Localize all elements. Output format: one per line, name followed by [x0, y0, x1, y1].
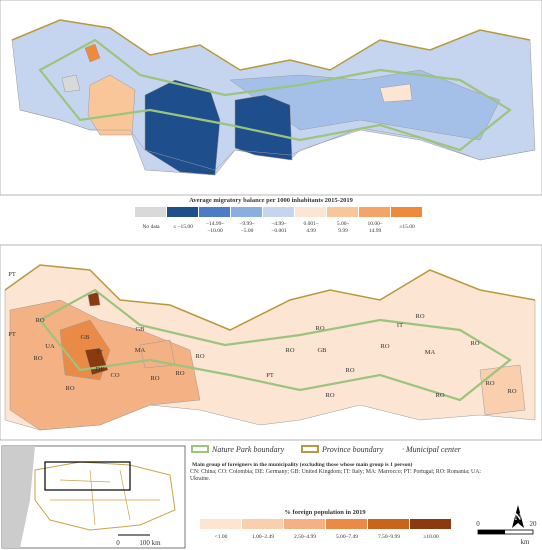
map-label: RO [175, 370, 184, 377]
map-label: RO [345, 367, 354, 374]
map-label: RO [507, 388, 516, 395]
scale-label: 0 [116, 539, 120, 547]
legend-swatch [242, 519, 283, 529]
legend-label: −14.99– −10.00 [206, 221, 224, 234]
map-label: RO [33, 355, 42, 362]
map-label: GB [80, 334, 90, 341]
map-label: PT [266, 372, 274, 379]
legend-swatch [263, 207, 294, 217]
legend-label: ≥10.00 [423, 534, 439, 540]
scale-bar: N 0 20 km [476, 505, 537, 546]
legend-swatch [359, 207, 390, 217]
legend-swatch [368, 519, 409, 529]
legend-label: 7.50–9.99 [378, 534, 400, 540]
legend-swatch [135, 207, 166, 217]
map-label: RO [65, 385, 74, 392]
line-legend: Nature Park boundary Province boundary ·… [191, 445, 462, 454]
map-label: RO [485, 380, 494, 387]
map-label: MA [135, 347, 146, 354]
legend-title: % foreign population in 2019 [284, 509, 366, 516]
legend-swatch [284, 519, 325, 529]
legend-label: −9.99– −5.00 [239, 221, 255, 234]
legend-swatch [295, 207, 326, 217]
map-label: CO [110, 372, 119, 379]
legend-label: 1.00–2.49 [252, 534, 274, 540]
bottom-legend: <1.00 1.00–2.49 2.50–4.99 5.00–7.49 7.50–9.9… [200, 519, 451, 540]
note-title: Main group of foreigners in the municipa… [192, 461, 412, 468]
scale-label: 0 [476, 520, 480, 528]
map-label: IT [97, 349, 103, 356]
legend-label: 5.00–7.49 [336, 534, 358, 540]
map-label: IT [397, 322, 403, 329]
legend-label: 10.00– 14.99 [367, 221, 382, 234]
map-label: RO [325, 392, 334, 399]
map-label: RO [195, 353, 204, 360]
legend-label: <1.00 [215, 534, 228, 540]
scale-label: 100 km [139, 539, 161, 547]
legend-label: −4.99– −0.001 [271, 221, 287, 234]
map-label: RO [150, 375, 159, 382]
map-label: PT [8, 271, 16, 278]
map-label: MA [425, 349, 436, 356]
scale-label: 20 [530, 520, 538, 528]
legend-swatch [199, 207, 230, 217]
map-label: UA [45, 343, 55, 350]
map-label: RO [470, 340, 479, 347]
map-label: RO [35, 317, 44, 324]
map-label: DE [96, 366, 105, 373]
legend-swatch [327, 207, 358, 217]
note-codes: CN: China; CO: Colombia; DE: Germany; GB… [190, 469, 482, 482]
legend-label: Nature Park boundary [211, 445, 285, 454]
scale-label: km [521, 538, 531, 546]
map-label: RO [415, 313, 424, 320]
legend-label: · Municipal center [402, 445, 462, 454]
park-swatch [191, 445, 209, 453]
legend-swatch [410, 519, 451, 529]
bottom-map [0, 244, 542, 441]
map-label: GB [135, 326, 145, 333]
province-swatch [301, 445, 319, 453]
legend-swatch [326, 519, 367, 529]
legend-label: ≥15.00 [399, 224, 415, 230]
map-label: GB [317, 347, 327, 354]
legend-label: 2.50–4.99 [294, 534, 316, 540]
map-label: RO [315, 325, 324, 332]
legend-label: No data [142, 224, 160, 230]
legend-swatch [200, 519, 241, 529]
top-legend: No data ≤ −15.00 −14.99– −10.00 −9.99– −5.00 −… [135, 207, 422, 234]
legend-swatch [391, 207, 422, 217]
note-codes-box: CN: China; CO: Colombia; DE: Germany; GB… [190, 469, 482, 482]
inset-map: 0 100 km [1, 445, 186, 549]
legend-label: Province boundary [321, 445, 384, 454]
map-label: RO [380, 343, 389, 350]
map-label: RO [435, 392, 444, 399]
map-label: RO [285, 347, 294, 354]
north-arrow: N [515, 512, 522, 522]
legend-title: Average migratory balance per 1000 inhab… [189, 197, 353, 204]
legend-label: 5.00– 9.99 [337, 221, 350, 234]
legend-swatch [231, 207, 262, 217]
legend-label: 0.001– 4.99 [303, 221, 318, 234]
legend-swatch [167, 207, 198, 217]
map-label: PT [8, 331, 16, 338]
top-map [0, 0, 542, 196]
legend-label: ≤ −15.00 [173, 224, 193, 230]
